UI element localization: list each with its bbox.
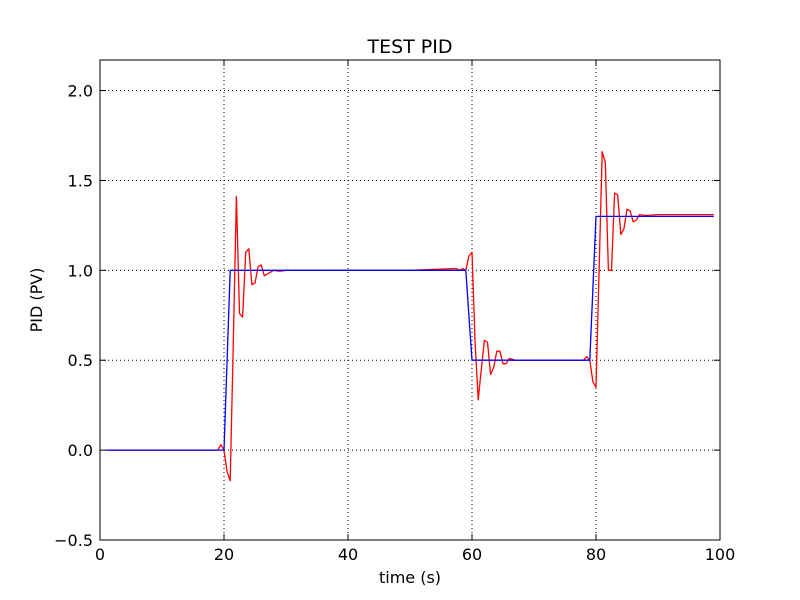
y-axis-title: PID (PV) <box>27 268 46 333</box>
x-axis-title: time (s) <box>379 568 441 587</box>
series-line-blue <box>106 215 714 451</box>
y-tick-label: −0.5 <box>54 531 93 550</box>
y-tick-label: 1.5 <box>68 171 93 190</box>
plot-frame <box>99 59 721 541</box>
x-tick-label: 80 <box>586 545 606 564</box>
x-tick-label: 60 <box>462 545 482 564</box>
x-tick-label: 100 <box>705 545 736 564</box>
y-tick-label: 2.0 <box>68 82 93 101</box>
y-tick-label: 0.0 <box>68 441 93 460</box>
y-tick-label: 0.5 <box>68 351 93 370</box>
grid <box>100 60 720 540</box>
y-tick-label: 1.0 <box>68 261 93 280</box>
chart-title: TEST PID <box>366 36 452 58</box>
ticks: 0 20 40 60 80 100 −0.5 0.0 0.5 1.0 1.5 2.0 <box>54 60 735 564</box>
series-line-red <box>106 151 714 482</box>
series-layer <box>106 151 714 482</box>
x-tick-label: 20 <box>214 545 234 564</box>
x-tick-label: 0 <box>95 545 105 564</box>
x-tick-label: 40 <box>338 545 358 564</box>
